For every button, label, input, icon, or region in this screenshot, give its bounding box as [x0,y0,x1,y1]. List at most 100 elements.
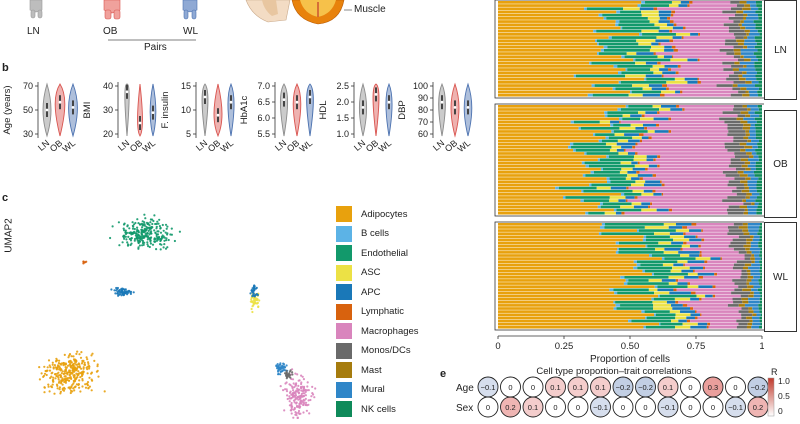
umap-point [284,388,287,391]
bar-segment [749,319,753,323]
violin-median [440,100,444,104]
violin-median [361,106,365,109]
violin-x-tick-label: WL [377,138,394,154]
bar-segment [498,167,601,171]
umap-point [126,225,129,228]
bar-segment [656,208,669,212]
umap-point [285,381,288,384]
umap-point [96,363,99,366]
umap-point [38,378,41,381]
correlation-cell [545,396,566,418]
umap-point [58,359,61,362]
bar-segment [684,276,699,279]
umap-point [146,243,149,246]
umap-point [156,237,159,240]
bar-segment [730,158,741,162]
bar-segment [498,196,563,199]
bar-segment [647,244,682,248]
umap-point [296,396,299,399]
bar-segment [623,282,628,285]
bar-segment [675,45,734,49]
bar-segment [498,211,586,215]
bar-segment [657,285,688,288]
umap-point [82,367,85,370]
bar-segment [626,186,629,190]
bar-segment [755,23,762,27]
bar-segment [650,205,729,209]
bar-segment [669,29,672,33]
umap-point [63,370,66,373]
umap-point [278,368,281,371]
bar-segment [658,241,672,245]
violin-y-tick-label: 30 [23,129,33,139]
bar-segment [687,260,705,264]
umap-point [136,234,139,238]
umap-point [45,373,48,377]
bar-segment [498,276,621,279]
umap-point [74,385,77,388]
umap-point [147,226,150,229]
umap-point [164,223,168,226]
bar-segment [752,145,758,149]
bar-segment [651,42,659,46]
bar-segment [758,241,762,245]
correlation-title: Cell type proportion–trait correlations [536,366,691,377]
bar-segment [757,288,762,292]
umap-point [300,381,303,384]
bar-segment [653,272,688,276]
bar-segment [746,105,758,108]
bar-segment [632,136,642,140]
violin-x-tick-label: WL [456,138,473,154]
bar-segment [747,183,757,187]
bar-segment [749,189,757,193]
correlation-value: 0 [621,403,625,412]
bar-segment [743,13,748,17]
bar-segment [749,133,756,136]
violin-median [151,111,155,114]
bar-segment [615,300,653,304]
bar-segment [749,155,754,158]
violin-x-tick-label: WL [298,138,315,154]
bar-segment [611,36,657,39]
bar-segment [618,241,659,245]
bar-segment [698,285,713,288]
umap-point [170,233,173,236]
bar-segment [657,288,674,292]
bar-segment [684,235,696,239]
bar-segment [646,316,676,320]
umap-point [140,228,143,231]
bar-segment [609,196,626,199]
bar-segment [754,202,759,206]
bar-segment [585,174,628,177]
umap-point [79,356,83,359]
bar-segment [639,33,643,36]
umap-point [302,403,305,406]
bar-segment [662,84,668,87]
bar-segment [610,180,636,184]
bar-segment [740,149,746,152]
umap-point [162,246,165,249]
bar-segment [673,288,677,292]
bar-segment [614,133,625,136]
bar-segment [598,139,602,143]
bar-segment [700,81,734,84]
bar-segment [751,254,755,257]
bar-segment [748,297,760,301]
bar-segment [498,77,645,81]
violin-y-tick-label: 50 [23,105,33,115]
bar-segment [662,71,676,75]
cell-type-legend: Adipocytes B cells Endothelial ASC APC Lympha… [336,206,476,419]
bar-segment [760,257,762,260]
bar-segment [671,1,681,4]
stacked-bar-panel: 0 0.25 0.50 0.75 1 Proportion of cells LN OB … [488,0,800,368]
bar-segment [641,29,659,33]
umap-point [257,305,260,308]
umap-point [77,370,80,373]
umap-point [141,220,144,223]
legend-swatch [336,342,352,359]
umap-point [313,396,316,399]
umap-point [290,404,293,407]
bar-segment [617,108,621,111]
bar-segment [641,202,651,206]
bar-segment [609,288,614,292]
